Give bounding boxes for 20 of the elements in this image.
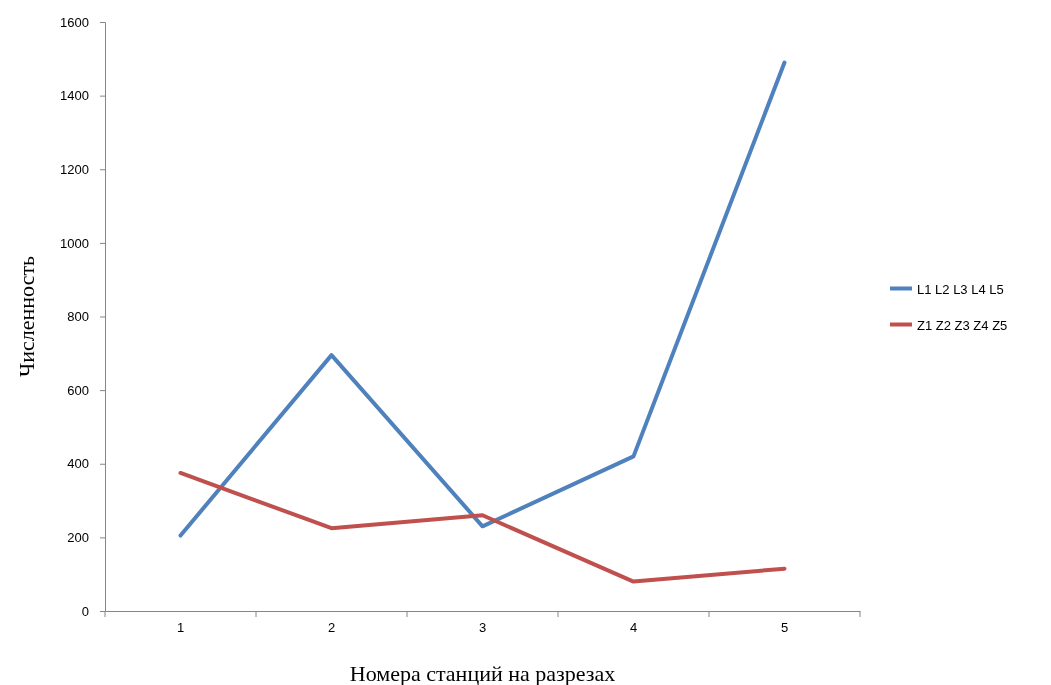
line-series bbox=[178, 470, 787, 584]
y-tick-label: 800 bbox=[67, 309, 89, 325]
legend-label: L1 L2 L3 L4 L5 bbox=[917, 281, 1004, 297]
x-tick-label: 3 bbox=[478, 620, 487, 635]
line-series bbox=[178, 60, 787, 538]
x-tick-label: 1 bbox=[176, 620, 185, 635]
y-tick-label: 1000 bbox=[60, 235, 89, 251]
legend-label: Z1 Z2 Z3 Z4 Z5 bbox=[917, 317, 1008, 333]
y-tick-label: 1400 bbox=[60, 88, 89, 104]
x-axis-title: Номера станций на разрезах bbox=[349, 661, 616, 685]
y-tick-label: 600 bbox=[67, 382, 89, 398]
y-tick-label: 1600 bbox=[60, 14, 89, 30]
x-tick-label: 2 bbox=[327, 620, 336, 635]
x-tick-label: 4 bbox=[629, 620, 638, 635]
y-tick-label: 1200 bbox=[60, 161, 89, 177]
y-tick-label: 400 bbox=[67, 456, 89, 472]
x-tick-label: 5 bbox=[780, 620, 789, 635]
y-tick-label: 0 bbox=[81, 603, 89, 619]
y-axis-title: Численность bbox=[14, 255, 39, 378]
y-tick-label: 200 bbox=[67, 530, 89, 546]
